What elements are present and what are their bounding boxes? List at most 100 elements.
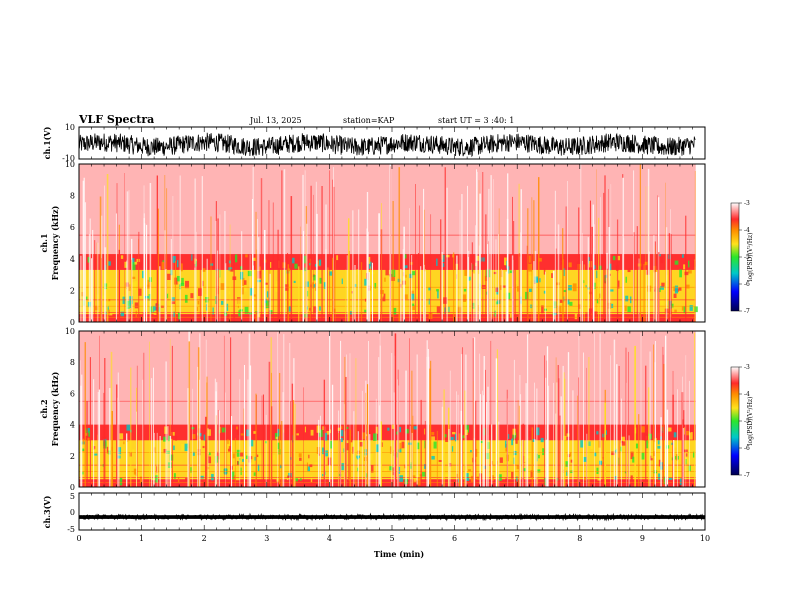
spectrogram-cell: [593, 311, 598, 318]
spectrogram-cell: [254, 456, 256, 461]
colorbar-tick-label--7: -7: [744, 308, 750, 315]
spectrogram-cell: [274, 432, 279, 440]
spectrogram-cell: [597, 477, 601, 481]
spectrogram-cell: [625, 276, 627, 283]
spectrogram-cell: [540, 437, 544, 443]
spectrogram-cell: [627, 268, 631, 273]
spectrogram-cell: [645, 440, 649, 449]
spectrogram-cell: [184, 294, 188, 303]
colorbar-tick-label--3: -3: [744, 200, 750, 207]
spectrogram-cell: [356, 269, 358, 275]
ytick-label-2: 2: [70, 286, 75, 295]
spectrogram-cell: [375, 444, 379, 453]
spectrogram-cell: [574, 313, 578, 320]
spectrogram-cell: [689, 432, 693, 440]
spectrogram-cell: [131, 258, 135, 265]
spectrogram-cell: [568, 285, 572, 291]
ytick-label-10: 10: [65, 327, 75, 336]
spectrogram-cell: [668, 300, 672, 309]
spectrogram-cell: [509, 270, 514, 274]
spectrogram-cell: [346, 426, 349, 429]
spectrogram-cell: [293, 280, 296, 283]
spectrogram-cell: [138, 288, 142, 296]
spectrogram-cell: [500, 285, 502, 290]
ch1-spectrogram-ylabel: Frequency (kHz): [50, 205, 60, 280]
spectrogram-cell: [445, 473, 449, 477]
spectrogram-cell: [229, 269, 234, 272]
spectrogram-cell: [236, 426, 238, 430]
spectrogram-cell: [167, 273, 171, 280]
ytick-label-2: 2: [70, 452, 75, 461]
spectrogram-cell: [569, 452, 572, 457]
spectrogram-cell: [171, 297, 175, 301]
spectrogram-cell: [184, 443, 188, 452]
spectrogram-cell: [249, 439, 254, 447]
spectrogram-cell: [674, 260, 679, 265]
ytick-label-10: 10: [65, 160, 75, 169]
spectrogram-cell: [313, 274, 316, 281]
spectrogram-cell: [351, 291, 353, 294]
spectrogram-cell: [404, 265, 408, 269]
spectrogram-cell: [296, 433, 299, 436]
spectrogram-cell: [306, 290, 309, 297]
spectrogram-cell: [405, 428, 409, 434]
spectrogram-cell: [472, 302, 475, 309]
spectrogram-cell: [543, 290, 546, 294]
waveform-envelope: [79, 515, 705, 519]
spectrogram-cell: [404, 294, 408, 300]
spectrogram-cell: [459, 294, 461, 300]
spectrogram-cell: [693, 306, 698, 313]
spectrogram-cell: [632, 456, 635, 463]
spectrogram-cell: [594, 452, 597, 457]
spectrogram-cell: [413, 478, 417, 482]
spectrogram-cell: [681, 254, 684, 258]
spectrogram-cell: [237, 298, 241, 307]
spectrogram-cell: [128, 284, 131, 291]
spectrogram-cell: [120, 255, 124, 259]
spectrogram-cell: [600, 458, 604, 463]
colorbar-tick-label--6: -6: [744, 445, 750, 452]
spectrogram-cell: [139, 476, 143, 484]
spectrogram-cell: [404, 254, 407, 259]
spectrogram-cell: [515, 437, 518, 444]
spectrogram-cell: [80, 307, 83, 311]
spectrogram-cell: [504, 257, 507, 266]
spectrogram-cell: [627, 306, 631, 313]
spectrogram-cell: [612, 425, 614, 433]
spectrogram-cell: [88, 431, 91, 437]
xtick-label-2: 2: [202, 534, 207, 543]
spectrogram-cell: [108, 282, 111, 290]
spectrogram-cell: [598, 293, 601, 299]
spectrogram-cell: [190, 467, 192, 473]
ch1-waveform-trace: [78, 132, 696, 158]
spectrogram-cell: [173, 473, 176, 479]
spectrogram-cell: [173, 311, 175, 317]
spectrogram-cell: [364, 278, 368, 286]
spectrogram-cell: [451, 446, 454, 452]
ch3-ticks: [78, 493, 706, 530]
spectrogram-cell: [538, 257, 542, 262]
spectrogram-cell: [326, 431, 330, 435]
spectrogram-cell: [181, 443, 185, 451]
spectrogram-cell: [664, 287, 666, 292]
spectrogram-cell: [468, 469, 472, 472]
spectrogram-cell: [456, 473, 459, 478]
spectrogram-cell: [408, 467, 410, 473]
spectrogram-cell: [528, 255, 531, 263]
spectrogram-cell: [135, 310, 137, 318]
spectrogram-cell: [529, 275, 533, 281]
spectrogram-cell: [556, 477, 559, 481]
xtick-label-9: 9: [640, 534, 645, 543]
spectrogram-cell: [271, 455, 276, 460]
spectrogram-cell: [674, 285, 679, 294]
ch1-waveform-frame: [78, 126, 706, 160]
spectrogram-cell: [197, 300, 200, 305]
spectrogram-cell: [333, 308, 336, 312]
spectrogram-cell: [169, 474, 174, 477]
spectrogram-cell: [454, 433, 457, 442]
spectrogram-cell: [655, 438, 657, 441]
spectrogram-cell: [531, 438, 535, 442]
spectrogram-cell: [438, 459, 442, 462]
spectrogram-cell: [431, 436, 435, 443]
spectrogram-cell: [497, 299, 501, 304]
